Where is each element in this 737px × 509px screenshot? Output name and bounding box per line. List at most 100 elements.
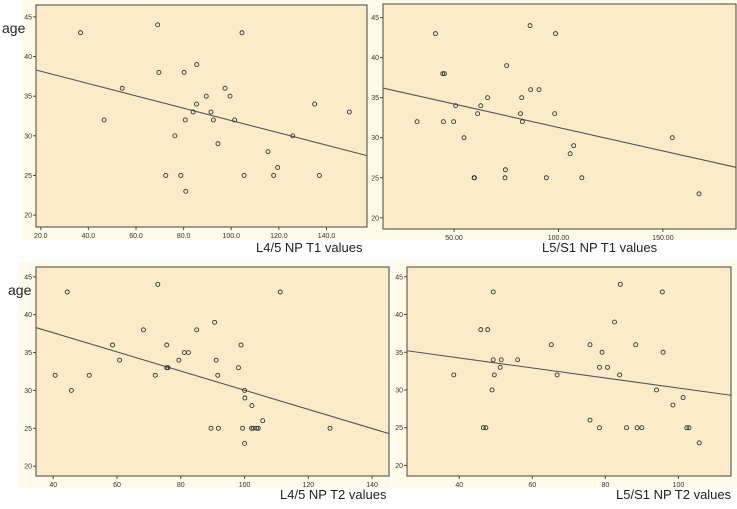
chart4-data-point xyxy=(587,417,593,423)
chart1-data-point xyxy=(190,109,196,115)
chart1-data-point xyxy=(346,109,352,115)
chart2-data-point xyxy=(502,175,508,181)
chart4-data-point xyxy=(498,357,504,363)
chart3-data-point xyxy=(52,372,58,378)
chart1-data-point xyxy=(156,69,162,75)
chart4-y-tick-label: 40 xyxy=(395,312,403,319)
chart2-data-point xyxy=(571,143,577,149)
chart1-x-tick-label: 120.0 xyxy=(270,233,288,240)
chart1-fit-line xyxy=(35,69,368,157)
chart3-y-tick-label: 45 xyxy=(24,274,32,281)
chart1-data-point xyxy=(163,173,169,178)
chart1-data-point xyxy=(178,173,184,178)
chart3-data-point xyxy=(213,357,219,363)
chart2-data-point xyxy=(552,111,558,117)
chart3-data-point xyxy=(117,357,122,363)
chart4-data-point xyxy=(478,327,484,333)
chart1-x-tick-label: 20.0 xyxy=(34,233,48,240)
chart2-data-point xyxy=(461,135,467,141)
chart3-data-point xyxy=(212,319,218,325)
chart3-data-point xyxy=(86,372,92,378)
chart1-data-point xyxy=(181,69,187,75)
chart4-y-tick-label: 45 xyxy=(395,274,403,281)
x-axis-label-chart1: L4/5 NP T1 values xyxy=(256,240,363,255)
chart3-x-tick-label: 120 xyxy=(302,482,314,489)
chart3-data-point xyxy=(240,425,246,431)
chart3-x-tick-label: 140 xyxy=(366,482,378,489)
chart3-y-tick-label: 35 xyxy=(24,350,32,357)
chart3-y-tick-label: 40 xyxy=(24,312,32,319)
chart3-data-point xyxy=(155,281,161,287)
chart4-data-point xyxy=(515,357,521,363)
chart4-data-point xyxy=(639,425,645,431)
chart3-data-point xyxy=(164,342,170,348)
chart4-data-point xyxy=(633,342,639,348)
chart1-data-point xyxy=(194,101,199,107)
x-axis-label-chart3: L4/5 NP T2 values xyxy=(280,487,387,502)
chart4-data-point xyxy=(597,425,602,431)
chart2-data-point xyxy=(553,31,558,37)
chart3-y-tick-label: 30 xyxy=(24,388,32,395)
chart4-data-point xyxy=(497,364,503,370)
chart1-data-point xyxy=(172,133,178,139)
chart3-data-point xyxy=(194,327,200,333)
chart1-data-point xyxy=(208,109,214,115)
chart4-data-point xyxy=(624,425,629,431)
chart1-data-point xyxy=(119,85,125,91)
chart1-data-point xyxy=(275,165,281,170)
chart4-data-point xyxy=(680,395,686,400)
y-axis-label-chart3: age xyxy=(8,282,32,298)
chart2-data-point xyxy=(502,167,508,173)
chart3-data-point xyxy=(215,372,221,378)
chart2-data-point xyxy=(485,95,491,101)
chart4-data-point xyxy=(597,364,602,370)
chart2-y-tick-label: 35 xyxy=(371,95,379,102)
chart1-x-tick-label: 100.0 xyxy=(223,233,241,240)
chart2-data-point xyxy=(478,103,484,109)
y-axis-label-chart1: age xyxy=(2,20,26,36)
chart1-x-tick-label: 140.0 xyxy=(318,233,336,240)
chart4-data-point xyxy=(554,372,560,378)
chart3-fit-line xyxy=(35,327,390,435)
chart2-fit-line xyxy=(382,87,737,168)
chart3-data-point xyxy=(152,372,158,378)
chart3-data-point xyxy=(68,387,74,393)
chart3-x-tick-label: 40 xyxy=(49,482,57,489)
chart1-data-point xyxy=(316,173,322,178)
chart3-y-tick-label: 20 xyxy=(24,464,32,471)
chart1-y-tick-label: 45 xyxy=(24,14,32,21)
chart4-data-point xyxy=(587,342,593,348)
chart2-data-point xyxy=(453,103,459,109)
chart4-data-point xyxy=(483,425,489,431)
chart3-data-point xyxy=(249,425,255,431)
chart4-data-point xyxy=(491,372,497,378)
chart4-data-point xyxy=(659,289,665,295)
chart4-data-point xyxy=(654,387,659,393)
chart1-x-tick-label: 60.0 xyxy=(129,233,143,240)
chart3-x-tick-label: 100 xyxy=(239,482,251,489)
chart4-data-point xyxy=(617,281,623,287)
chart2-plot-area xyxy=(382,3,737,230)
chart1-plot-area xyxy=(35,4,368,228)
chart2-data-point xyxy=(567,151,573,157)
chart2-y-tick-label: 30 xyxy=(371,135,379,142)
chart2-data-point xyxy=(543,175,549,181)
chart2-x-tick-label: 150.00 xyxy=(652,235,674,242)
chart2-data-point xyxy=(696,191,702,197)
chart4-y-tick-label: 25 xyxy=(395,425,403,432)
chart1-data-point xyxy=(183,188,189,194)
chart2-data-point xyxy=(519,119,525,125)
chart1-data-point xyxy=(194,62,200,67)
chart3-y-tick-label: 25 xyxy=(24,426,32,433)
chart3-data-point xyxy=(110,342,115,348)
chart3-data-point xyxy=(327,425,333,431)
chart1-data-point xyxy=(290,133,296,139)
chart1-data-point xyxy=(241,173,247,178)
chart2-data-point xyxy=(579,175,585,181)
chart1-data-point xyxy=(215,141,221,147)
chart4-data-point xyxy=(480,425,486,431)
chart4-data-point xyxy=(548,342,554,348)
chart4-y-tick-label: 30 xyxy=(395,387,403,394)
chart2-y-tick-label: 20 xyxy=(371,215,379,222)
chart1-data-point xyxy=(101,117,107,123)
